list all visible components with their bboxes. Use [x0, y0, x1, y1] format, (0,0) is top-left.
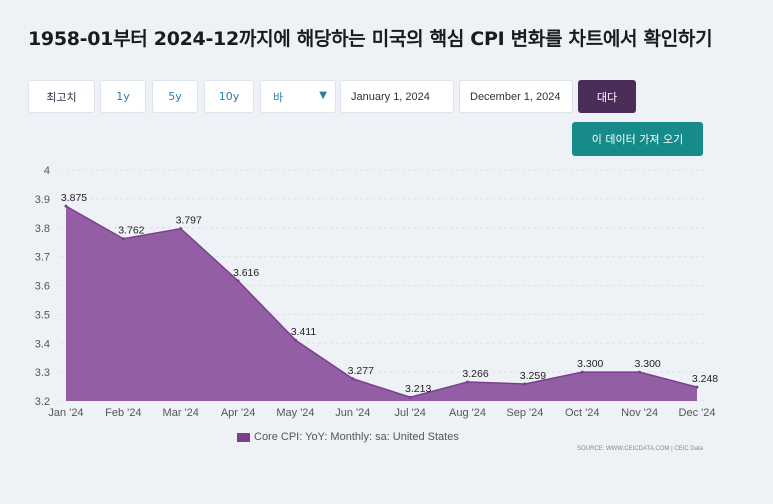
- data-label: 3.213: [405, 383, 431, 395]
- data-label: 3.797: [176, 215, 202, 227]
- range-button-5y[interactable]: 5y: [152, 80, 198, 113]
- x-tick-label: Jun '24: [335, 407, 370, 419]
- data-label: 3.411: [291, 326, 317, 338]
- y-tick-label: 3.8: [35, 223, 50, 235]
- data-point: [695, 385, 699, 389]
- range-button-1y[interactable]: 1y: [100, 80, 146, 113]
- x-tick-label: Nov '24: [621, 407, 658, 419]
- x-tick-label: Sep '24: [506, 407, 543, 419]
- data-label: 3.616: [233, 267, 259, 279]
- source-note: SOURCE: WWW.CEICDATA.COM | CEIC Data: [576, 446, 703, 452]
- frequency-select-value: 바: [273, 90, 284, 104]
- y-tick-label: 3.2: [35, 396, 50, 408]
- x-tick-label: Jan '24: [48, 407, 83, 419]
- data-label: 3.259: [520, 370, 546, 382]
- page-title: 1958-01부터 2024-12까지에 해당하는 미국의 핵심 CPI 변화를…: [28, 28, 713, 50]
- data-label: 3.300: [577, 358, 603, 370]
- data-point: [64, 204, 68, 208]
- start-date-input[interactable]: January 1, 2024: [340, 80, 454, 113]
- x-tick-label: May '24: [276, 407, 314, 419]
- y-tick-label: 3.6: [35, 281, 50, 293]
- data-point: [580, 370, 584, 374]
- y-tick-label: 3.9: [35, 194, 50, 206]
- data-point: [638, 370, 642, 374]
- chevron-down-icon: ▼: [319, 90, 327, 101]
- series-line: [65, 205, 698, 399]
- x-tick-label: Mar '24: [163, 407, 199, 419]
- apply-button[interactable]: 대다: [578, 80, 636, 113]
- x-tick-label: Feb '24: [105, 407, 141, 419]
- data-point: [293, 338, 297, 342]
- data-label: 3.266: [462, 368, 488, 380]
- fetch-data-button[interactable]: 이 데이터 가져 오기: [572, 122, 703, 156]
- data-label: 3.762: [118, 225, 144, 237]
- data-label: 3.875: [61, 192, 87, 204]
- data-point: [523, 382, 527, 386]
- data-point: [121, 237, 125, 241]
- y-tick-label: 4: [44, 165, 50, 177]
- data-point: [408, 395, 412, 399]
- legend-label: Core CPI: YoY: Monthly: sa: United State…: [254, 431, 459, 443]
- frequency-select[interactable]: 바 ▼: [260, 80, 336, 113]
- x-tick-label: Apr '24: [221, 407, 256, 419]
- data-label: 3.300: [634, 358, 660, 370]
- data-point: [351, 377, 355, 381]
- range-button-10y[interactable]: 10y: [204, 80, 254, 113]
- x-tick-label: Oct '24: [565, 407, 600, 419]
- data-point: [236, 279, 240, 283]
- data-point: [179, 227, 183, 231]
- y-tick-label: 3.7: [35, 252, 50, 264]
- y-tick-label: 3.4: [35, 338, 50, 350]
- x-tick-label: Aug '24: [449, 407, 486, 419]
- x-tick-label: Dec '24: [679, 407, 716, 419]
- legend-swatch: [237, 432, 250, 442]
- data-point: [466, 380, 470, 384]
- y-tick-label: 3.5: [35, 309, 50, 321]
- end-date-input[interactable]: December 1, 2024: [459, 80, 573, 113]
- y-tick-label: 3.3: [35, 367, 50, 379]
- chart-legend[interactable]: Core CPI: YoY: Monthly: sa: United State…: [237, 431, 459, 443]
- data-label: 3.248: [692, 373, 718, 385]
- data-label: 3.277: [348, 365, 374, 377]
- series-area: [66, 206, 697, 401]
- range-button-max[interactable]: 최고치: [28, 80, 95, 113]
- x-tick-label: Jul '24: [394, 407, 425, 419]
